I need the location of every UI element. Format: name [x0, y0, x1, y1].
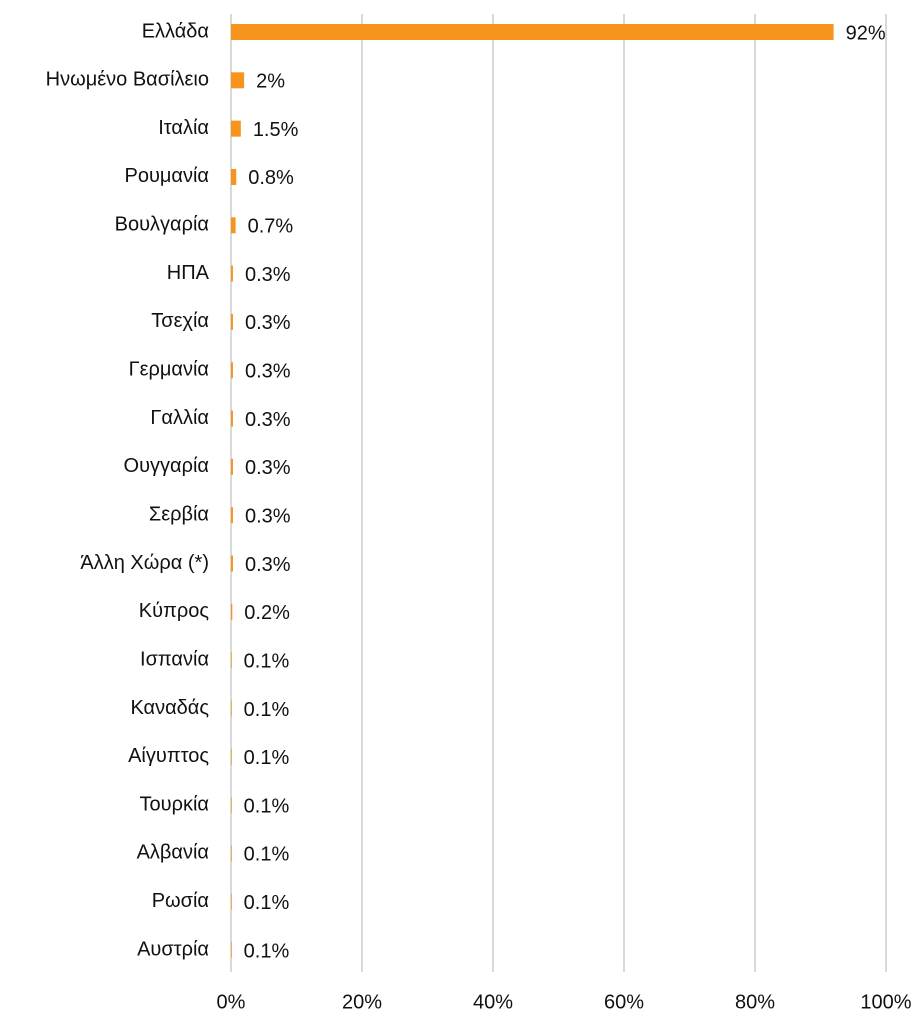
bar	[231, 700, 232, 717]
category-label: Καναδάς	[130, 697, 209, 719]
value-label: 2%	[256, 71, 285, 93]
bar	[231, 410, 233, 427]
bar	[231, 652, 232, 669]
category-label: Βουλγαρία	[115, 214, 209, 236]
value-label: 0.1%	[244, 699, 290, 721]
value-label: 0.2%	[244, 602, 290, 624]
x-tick-label: 20%	[342, 991, 382, 1013]
value-label: 0.3%	[245, 457, 291, 479]
bar	[231, 72, 245, 89]
value-label: 0.1%	[244, 650, 290, 672]
category-label: ΗΠΑ	[167, 262, 210, 284]
category-label: Ισπανία	[140, 648, 209, 670]
category-label: Ουγγαρία	[124, 455, 209, 477]
value-label: 0.8%	[248, 167, 294, 189]
category-label: Αυστρία	[137, 938, 209, 960]
category-label: Ηνωμένο Βασίλειο	[46, 69, 209, 91]
bar	[231, 265, 233, 282]
category-label: Γαλλία	[150, 407, 209, 429]
bar	[231, 555, 233, 572]
value-label: 0.7%	[248, 216, 294, 238]
bar	[231, 120, 241, 137]
value-label: 0.1%	[244, 940, 290, 962]
bar	[231, 217, 236, 234]
bar	[231, 845, 232, 862]
value-label: 0.3%	[245, 554, 291, 576]
category-label: Ιταλία	[158, 117, 209, 139]
x-tick-label: 0%	[217, 991, 246, 1013]
bar	[231, 507, 233, 524]
value-label: 0.1%	[244, 795, 290, 817]
value-label: 0.3%	[245, 505, 291, 527]
bar	[231, 893, 232, 910]
category-label: Άλλη Χώρα (*)	[80, 552, 209, 574]
x-tick-label: 60%	[604, 991, 644, 1013]
x-tick-label: 100%	[860, 991, 911, 1013]
bar	[231, 362, 233, 379]
value-label: 1.5%	[253, 119, 299, 141]
category-label: Γερμανία	[129, 359, 209, 381]
value-label: 92%	[846, 22, 886, 44]
value-label: 0.3%	[245, 312, 291, 334]
category-label: Κύπρος	[139, 600, 210, 622]
bar	[231, 313, 233, 330]
category-label: Ελλάδα	[142, 20, 209, 42]
category-label: Ρωσία	[152, 890, 209, 912]
bar	[231, 458, 233, 475]
category-label: Τσεχία	[151, 310, 209, 332]
value-label: 0.1%	[244, 892, 290, 914]
category-label: Σερβία	[149, 503, 209, 525]
x-tick-label: 80%	[735, 991, 775, 1013]
value-label: 0.3%	[245, 409, 291, 431]
value-label: 0.1%	[244, 747, 290, 769]
bar	[231, 603, 233, 620]
value-label: 0.3%	[245, 361, 291, 383]
category-label: Αλβανία	[137, 842, 209, 864]
bar	[231, 797, 232, 814]
x-tick-label: 40%	[473, 991, 513, 1013]
value-label: 0.1%	[244, 844, 290, 866]
bar	[231, 748, 232, 765]
bar	[231, 24, 834, 40]
category-label: Τουρκία	[140, 793, 209, 815]
bar	[231, 168, 237, 185]
bar	[231, 942, 232, 959]
category-label: Ρουμανία	[125, 165, 210, 187]
value-label: 0.3%	[245, 264, 291, 286]
category-label: Αίγυπτος	[128, 745, 209, 767]
